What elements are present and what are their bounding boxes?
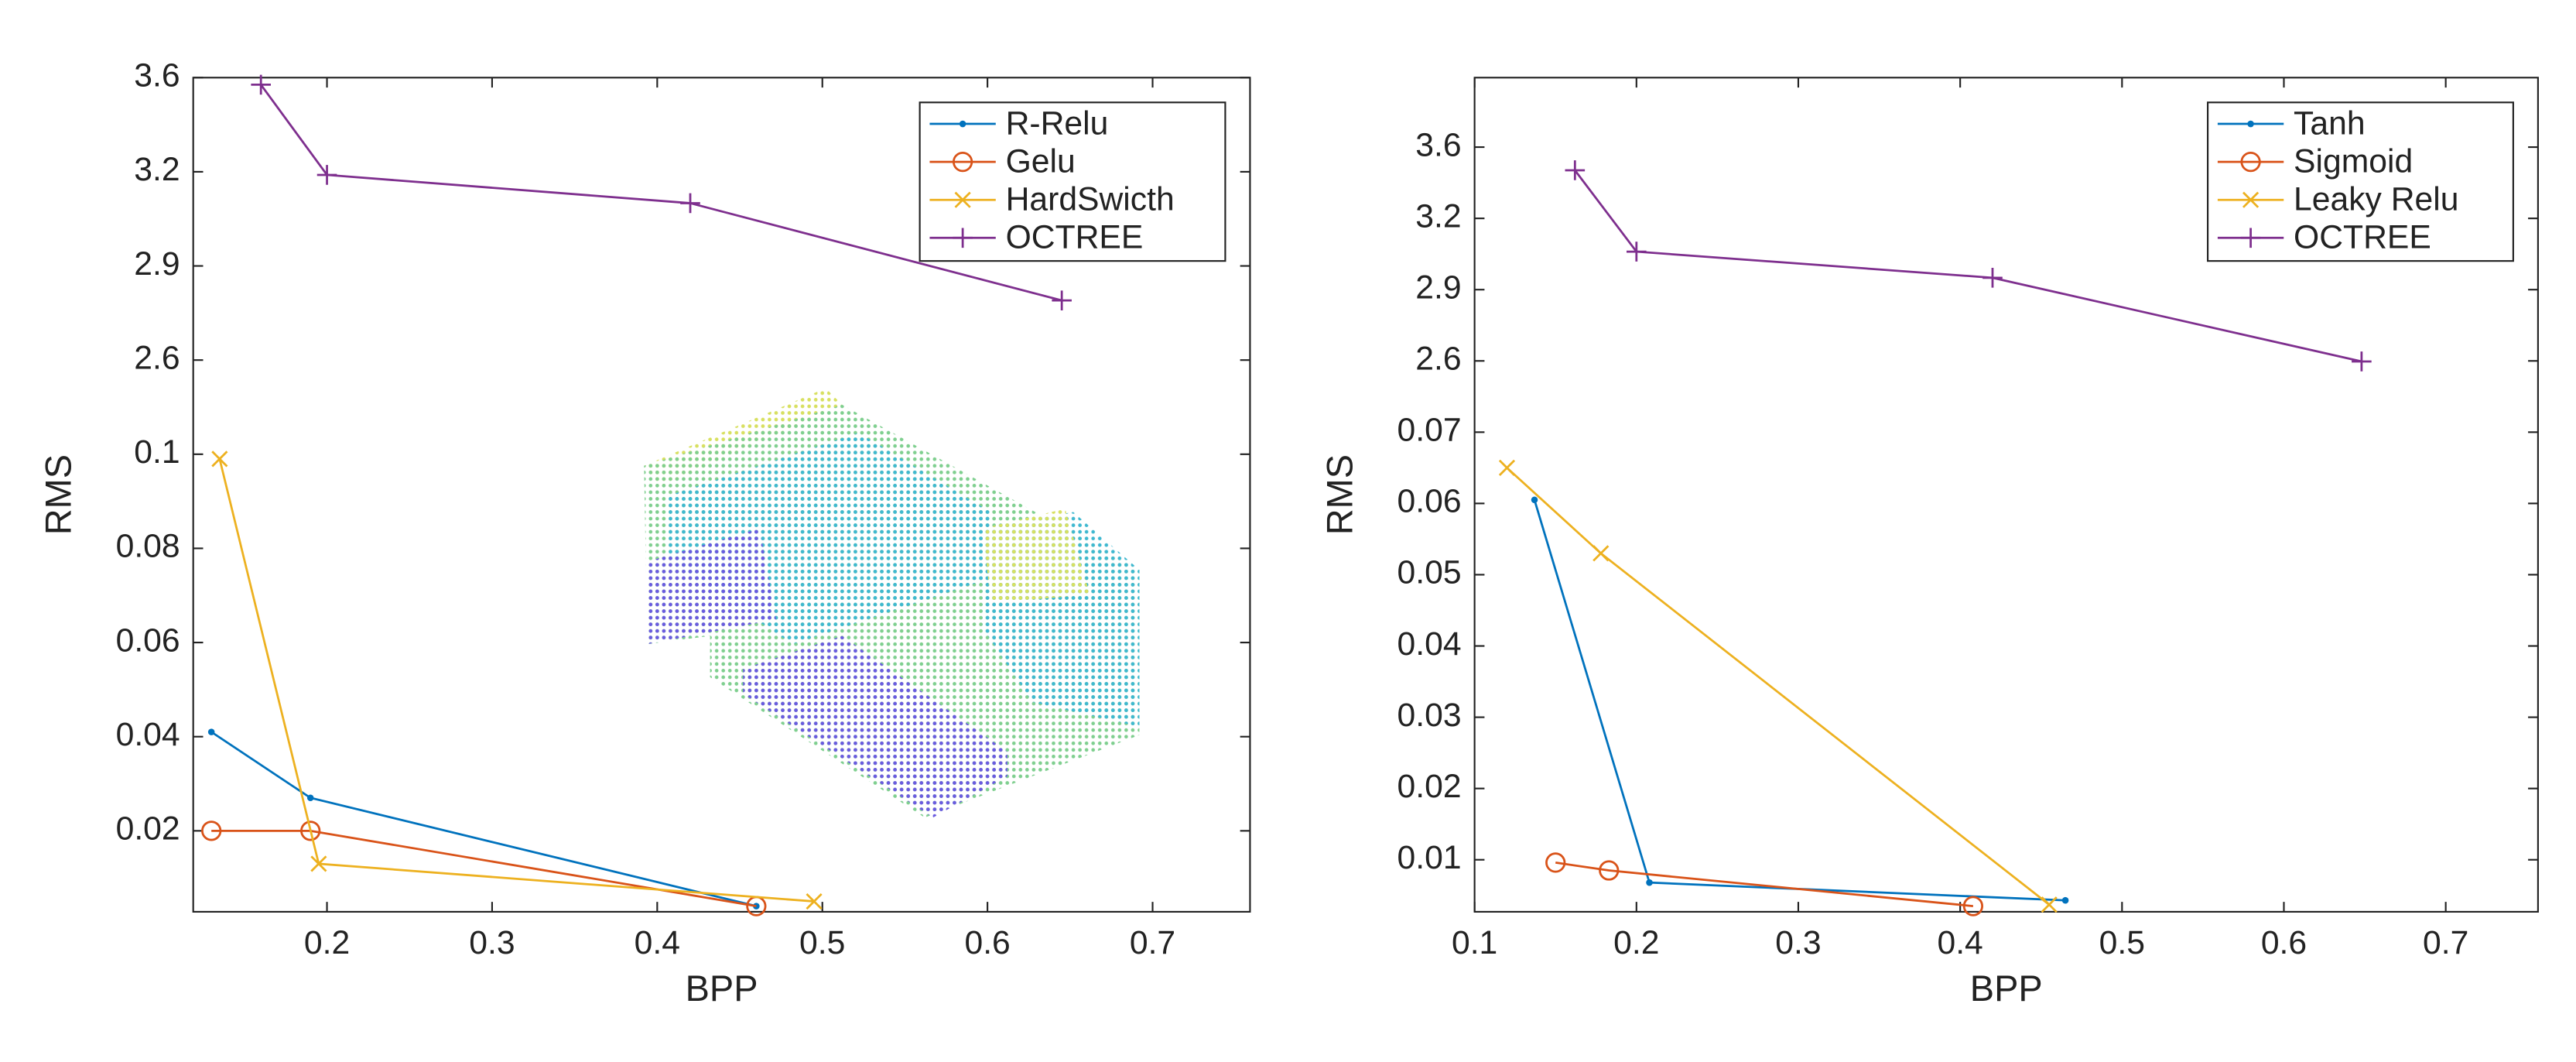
x-tick-label: 0.3 — [1775, 924, 1821, 961]
marker — [753, 903, 760, 910]
legend-marker — [953, 228, 973, 248]
x-tick-label: 0.5 — [799, 924, 845, 961]
marker — [211, 450, 228, 468]
series-line — [1533, 499, 2066, 902]
x-axis-label: BPP — [1970, 968, 2043, 1009]
y-tick-label: 2.6 — [1415, 341, 1461, 378]
series-line — [1506, 467, 2051, 906]
x-tick-label: 0.2 — [304, 924, 350, 961]
marker — [806, 892, 823, 910]
marker — [2352, 351, 2372, 372]
plot-frame — [1473, 77, 2539, 913]
y-tick-label: 0.08 — [116, 528, 180, 565]
legend-marker — [2240, 228, 2261, 248]
y-tick-label: 0.06 — [116, 622, 180, 659]
y-tick-label: 0.01 — [1397, 839, 1462, 876]
y-tick-label: 0.02 — [116, 810, 180, 848]
marker — [1962, 896, 1984, 916]
x-tick-label: 0.7 — [2423, 924, 2468, 961]
marker — [680, 193, 700, 214]
marker — [1052, 290, 1072, 310]
y-tick-label: 3.2 — [1415, 197, 1461, 235]
y-tick-label: 2.9 — [134, 245, 180, 283]
y-axis-label: RMS — [1319, 454, 1360, 535]
legend-label: Leaky Relu — [2294, 181, 2458, 218]
legend-label: HardSwicth — [1006, 181, 1175, 218]
y-tick-label: 0.05 — [1397, 554, 1462, 591]
marker — [1599, 860, 1620, 881]
x-tick-label: 0.1 — [1452, 924, 1497, 961]
marker — [1498, 459, 1516, 476]
marker — [2061, 896, 2069, 904]
legend — [919, 101, 1226, 262]
y-tick-label: 0.1 — [134, 433, 180, 471]
legend-marker — [954, 191, 971, 208]
marker — [1592, 545, 1610, 562]
series-line — [211, 829, 757, 908]
y-axis-label: RMS — [38, 454, 78, 535]
legend-label: Gelu — [1006, 143, 1076, 180]
legend-label: R-Relu — [1006, 104, 1109, 142]
legend-label: OCTREE — [1006, 219, 1144, 256]
y-tick-label: 2.6 — [134, 339, 180, 376]
series-line — [1555, 862, 1974, 907]
marker — [310, 855, 327, 872]
marker — [251, 74, 271, 95]
marker — [1646, 879, 1653, 886]
x-tick-label: 0.2 — [1613, 924, 1659, 961]
legend-marker — [952, 152, 973, 173]
marker — [1531, 496, 1538, 504]
x-tick-label: 0.6 — [2261, 924, 2307, 961]
marker — [2041, 896, 2058, 913]
point-cloud-illustration — [644, 388, 1140, 818]
y-tick-label: 0.06 — [1397, 483, 1462, 520]
y-tick-label: 3.6 — [134, 57, 180, 94]
legend-marker — [2242, 191, 2260, 208]
legend-marker — [2240, 152, 2261, 173]
x-tick-label: 0.4 — [635, 924, 680, 961]
y-tick-label: 0.04 — [116, 716, 180, 753]
x-tick-label: 0.6 — [964, 924, 1010, 961]
marker — [1982, 268, 2003, 288]
marker — [316, 165, 337, 185]
x-tick-label: 0.7 — [1130, 924, 1175, 961]
y-tick-label: 2.9 — [1415, 269, 1461, 306]
legend-label: Sigmoid — [2294, 143, 2413, 180]
legend — [2207, 101, 2514, 262]
series-line — [260, 84, 1062, 302]
legend-marker — [2247, 120, 2254, 128]
plot-frame — [192, 77, 1251, 913]
legend-marker — [959, 120, 966, 128]
y-tick-label: 3.6 — [1415, 126, 1461, 163]
marker — [207, 728, 215, 735]
marker — [1627, 242, 1647, 262]
y-tick-label: 0.07 — [1397, 412, 1462, 449]
y-tick-label: 0.02 — [1397, 768, 1462, 805]
marker — [1565, 160, 1586, 180]
y-tick-label: 3.2 — [134, 151, 180, 188]
x-tick-label: 0.4 — [1937, 924, 1982, 961]
series-line — [1574, 170, 2362, 363]
y-tick-label: 0.03 — [1397, 697, 1462, 734]
marker — [300, 820, 321, 841]
marker — [201, 820, 222, 841]
x-tick-label: 0.3 — [469, 924, 515, 961]
legend-label: OCTREE — [2294, 219, 2431, 256]
y-tick-label: 0.04 — [1397, 625, 1462, 663]
legend-label: Tanh — [2294, 104, 2366, 142]
marker — [306, 794, 314, 802]
marker — [1545, 852, 1566, 873]
x-axis-label: BPP — [686, 968, 758, 1009]
x-tick-label: 0.5 — [2099, 924, 2145, 961]
